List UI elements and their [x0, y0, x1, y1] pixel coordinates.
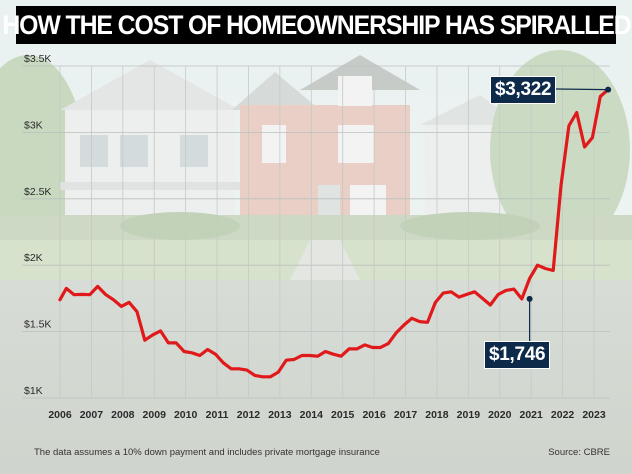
- marker-low: [526, 295, 533, 302]
- series-line: [58, 87, 610, 379]
- marker-high: [605, 86, 612, 93]
- x-tick-label: 2008: [111, 409, 135, 421]
- y-axis-ticks: $1K $1.5K $2K $2.5K $3K $3.5K: [24, 53, 51, 397]
- footnote: The data assumes a 10% down payment and …: [34, 447, 380, 458]
- house-left: [65, 110, 235, 230]
- tree-left: [0, 55, 83, 245]
- road: [0, 280, 632, 474]
- title-banner: HOW THE COST OF HOMEOWNERSHIP HAS SPIRAL…: [2, 6, 631, 44]
- x-tick-label: 2016: [362, 409, 386, 421]
- y-tick-label: $3.5K: [24, 53, 51, 65]
- chart-title: HOW THE COST OF HOMEOWNERSHIP HAS SPIRAL…: [1, 9, 631, 40]
- source-credit: Source: CBRE: [548, 447, 610, 458]
- y-tick-label: $3K: [24, 119, 43, 131]
- annotation-markers: [526, 86, 612, 342]
- x-tick-label: 2012: [237, 409, 261, 421]
- x-tick-label: 2019: [457, 409, 481, 421]
- x-tick-label: 2010: [174, 409, 198, 421]
- x-tick-label: 2007: [80, 409, 104, 421]
- callout-high-value: $3,322: [490, 76, 557, 104]
- x-tick-label: 2009: [143, 409, 167, 421]
- x-tick-label: 2014: [300, 409, 324, 421]
- callout-high-leader: [555, 88, 609, 91]
- y-tick-label: $1K: [24, 385, 43, 397]
- x-tick-label: 2021: [519, 409, 543, 421]
- gridlines: [22, 65, 610, 399]
- x-axis-ticks: 2006 2007 2008 2009 2010 2011 2012 2013 2014 2015…: [48, 409, 606, 421]
- x-tick-label: 2015: [331, 409, 355, 421]
- y-tick-label: $2.5K: [24, 186, 51, 198]
- x-tick-label: 2017: [394, 409, 418, 421]
- x-tick-label: 2013: [268, 409, 292, 421]
- callout-low-value: $1,746: [484, 341, 551, 369]
- x-tick-label: 2006: [48, 409, 72, 421]
- x-tick-label: 2020: [488, 409, 512, 421]
- x-tick-label: 2023: [582, 409, 606, 421]
- y-tick-label: $2K: [24, 252, 43, 264]
- y-tick-label: $1.5K: [24, 319, 51, 331]
- x-tick-label: 2011: [206, 409, 229, 421]
- x-tick-label: 2022: [551, 409, 575, 421]
- x-tick-label: 2018: [425, 409, 449, 421]
